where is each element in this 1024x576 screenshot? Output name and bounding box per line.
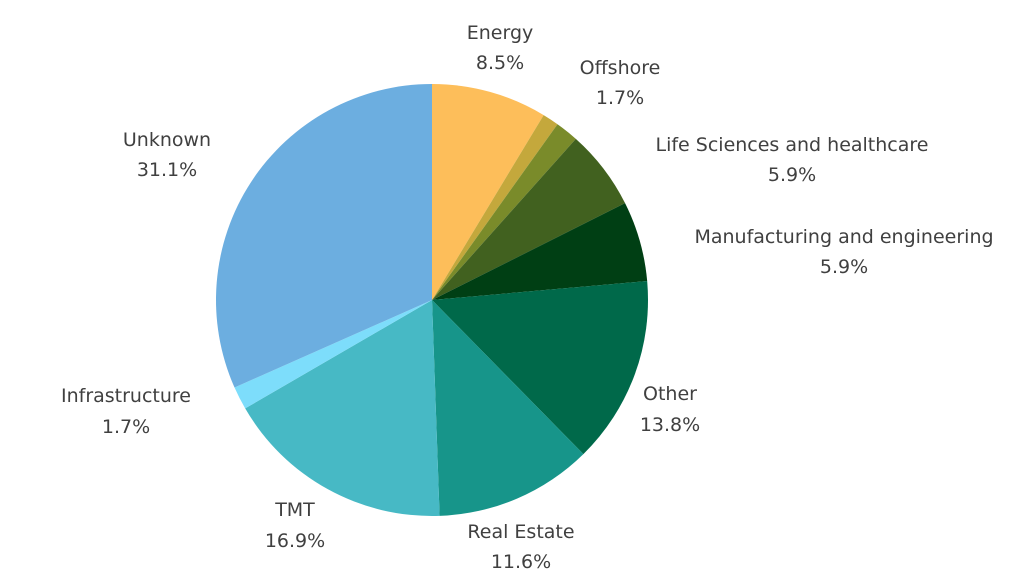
label-other-name: Other (643, 383, 697, 405)
label-offshore: Offshore 1.7% (580, 57, 661, 109)
pie-slice-manufacturing-and-engineering (432, 203, 648, 300)
pie-slice-offshore (432, 124, 576, 300)
label-tmt: TMT 16.9% (265, 499, 325, 552)
label-other: Other 13.8% (640, 383, 700, 436)
label-tmt-name: TMT (274, 499, 315, 521)
label-infrastructure: Infrastructure 1.7% (61, 385, 191, 438)
label-unknown-name: Unknown (123, 129, 211, 151)
label-infrastructure-name: Infrastructure (61, 385, 191, 407)
pie-slice-unlabeled-1 (432, 115, 558, 300)
label-life-sciences-value: 5.9% (768, 164, 816, 186)
label-other-value: 13.8% (640, 414, 700, 436)
pie-slice-tmt (245, 300, 440, 517)
label-manufacturing-value: 5.9% (820, 256, 868, 278)
label-manufacturing-name: Manufacturing and engineering (694, 226, 993, 248)
label-offshore-value: 1.7% (596, 87, 644, 109)
pie-slices (216, 84, 649, 517)
label-unknown: Unknown 31.1% (123, 129, 211, 181)
label-tmt-value: 16.9% (265, 530, 325, 552)
label-energy-value: 8.5% (476, 52, 524, 74)
label-unknown-value: 31.1% (137, 159, 197, 181)
label-life-sciences-name: Life Sciences and healthcare (656, 134, 929, 156)
pie-slice-life-sciences-and-healthcare (432, 138, 626, 300)
label-offshore-name: Offshore (580, 57, 661, 79)
pie-slice-energy (432, 84, 544, 300)
label-real-estate-name: Real Estate (467, 521, 574, 543)
label-energy: Energy 8.5% (467, 22, 534, 74)
label-energy-name: Energy (467, 22, 534, 44)
pie-slice-other (432, 281, 649, 455)
label-manufacturing: Manufacturing and engineering 5.9% (694, 226, 993, 278)
pie-slice-infrastructure (234, 300, 432, 409)
pie-slice-unknown (216, 84, 432, 388)
label-infrastructure-value: 1.7% (102, 416, 150, 438)
label-life-sciences: Life Sciences and healthcare 5.9% (656, 134, 929, 186)
pie-slice-real-estate (432, 300, 584, 516)
label-real-estate-value: 11.6% (491, 551, 551, 573)
label-real-estate: Real Estate 11.6% (467, 521, 574, 573)
